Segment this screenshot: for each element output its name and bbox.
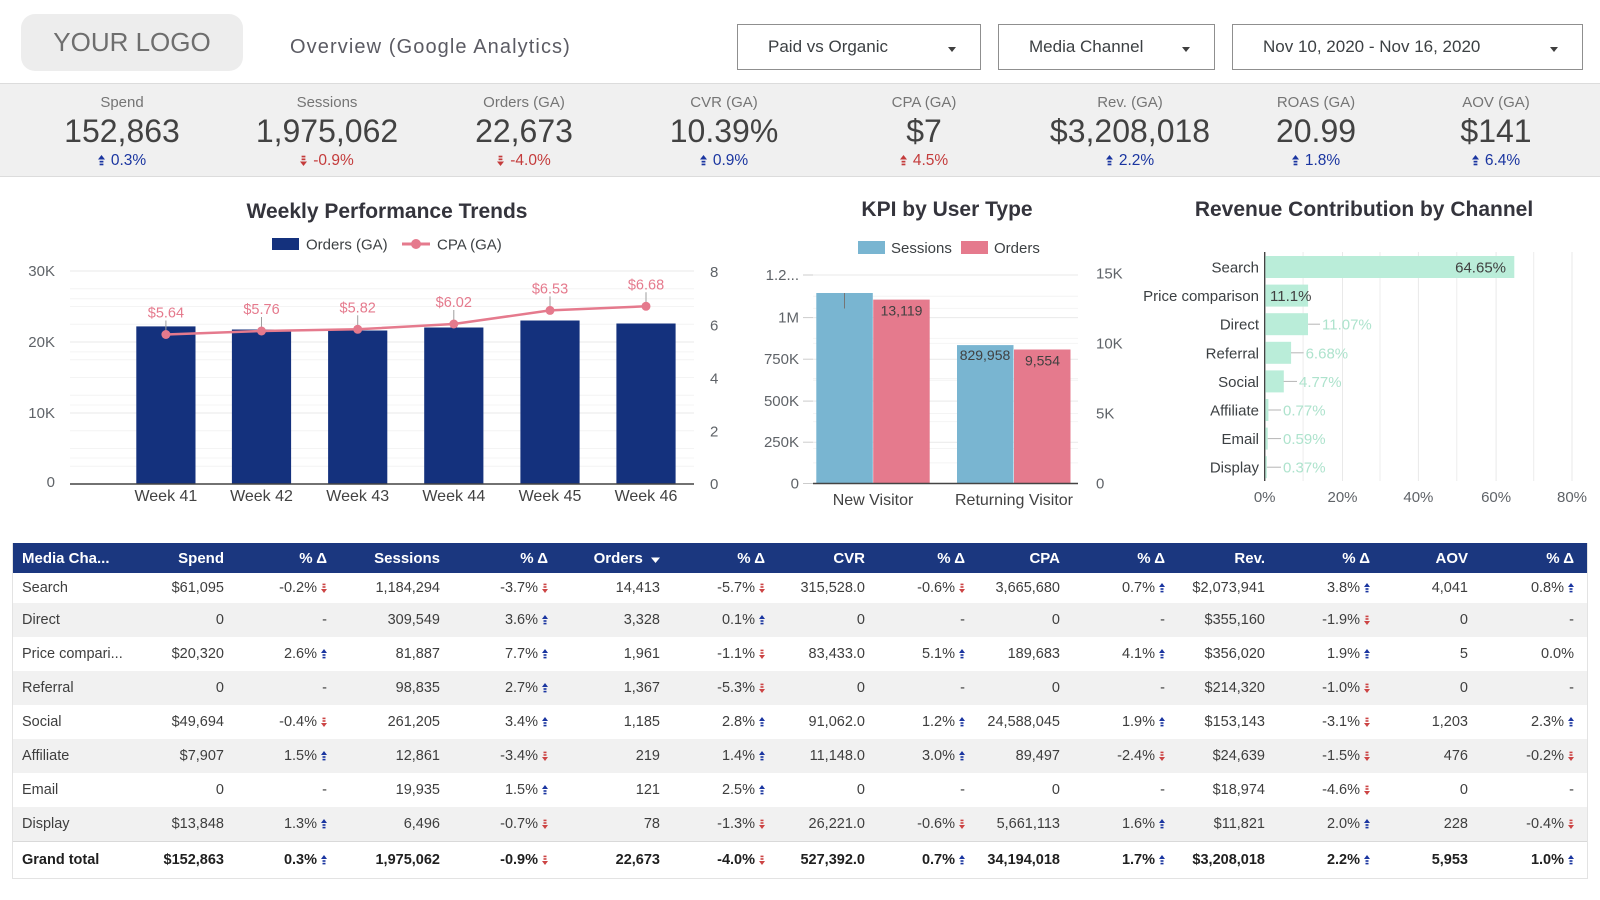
svg-text:6.68%: 6.68% — [1306, 345, 1349, 362]
svg-text:Week 42: Week 42 — [230, 488, 293, 505]
svg-text:$5.76: $5.76 — [243, 302, 279, 318]
svg-text:10K: 10K — [1096, 335, 1123, 352]
svg-text:Affiliate: Affiliate — [1210, 403, 1259, 420]
svg-text:11.1%: 11.1% — [1270, 288, 1311, 305]
svg-text:5K: 5K — [1096, 406, 1114, 423]
svg-text:Week 45: Week 45 — [519, 488, 582, 505]
svg-text:Week 44: Week 44 — [422, 488, 485, 505]
svg-text:10K: 10K — [28, 405, 55, 422]
svg-text:Week 43: Week 43 — [326, 488, 389, 505]
svg-text:15K: 15K — [1096, 265, 1123, 282]
svg-text:8: 8 — [710, 264, 718, 281]
svg-text:KPI by User Type: KPI by User Type — [861, 198, 1032, 221]
svg-text:1M: 1M — [778, 310, 799, 327]
svg-text:$6.68: $6.68 — [628, 277, 664, 293]
svg-text:CPA (GA): CPA (GA) — [437, 237, 502, 254]
svg-text:80%: 80% — [1557, 489, 1587, 506]
svg-text:500K: 500K — [764, 393, 799, 410]
svg-text:Price comparison: Price comparison — [1143, 288, 1259, 305]
svg-text:0.77%: 0.77% — [1283, 403, 1326, 420]
svg-text:$6.53: $6.53 — [532, 281, 568, 297]
svg-text:Orders: Orders — [994, 240, 1040, 257]
svg-text:0: 0 — [47, 474, 55, 491]
svg-text:Revenue Contribution by Channe: Revenue Contribution by Channel — [1195, 198, 1533, 221]
svg-text:Sessions: Sessions — [891, 240, 952, 257]
svg-text:30K: 30K — [28, 263, 55, 280]
svg-text:Weekly Performance Trends: Weekly Performance Trends — [247, 200, 528, 223]
svg-text:4: 4 — [710, 370, 718, 387]
svg-text:13,119: 13,119 — [881, 303, 923, 319]
svg-text:Search: Search — [1211, 260, 1259, 277]
svg-text:Display: Display — [1210, 460, 1260, 477]
svg-text:829,958: 829,958 — [960, 347, 1011, 363]
svg-text:0: 0 — [710, 476, 718, 493]
svg-text:Week 46: Week 46 — [615, 488, 678, 505]
svg-text:Week 41: Week 41 — [134, 488, 197, 505]
svg-text:Referral: Referral — [1206, 345, 1259, 362]
svg-text:Returning Visitor: Returning Visitor — [955, 492, 1074, 509]
svg-text:11.07%: 11.07% — [1322, 317, 1372, 334]
svg-text:20K: 20K — [28, 334, 55, 351]
svg-text:Email: Email — [1221, 431, 1259, 448]
svg-text:60%: 60% — [1481, 489, 1511, 506]
svg-text:750K: 750K — [764, 351, 799, 368]
svg-text:250K: 250K — [764, 434, 799, 451]
svg-text:9,554: 9,554 — [1025, 353, 1060, 369]
svg-text:6: 6 — [710, 317, 718, 334]
svg-text:0.37%: 0.37% — [1283, 460, 1326, 477]
svg-text:40%: 40% — [1403, 489, 1433, 506]
svg-text:Orders (GA): Orders (GA) — [306, 237, 388, 254]
svg-text:4.77%: 4.77% — [1299, 374, 1342, 391]
svg-text:$5.64: $5.64 — [148, 306, 184, 322]
svg-text:Social: Social — [1218, 374, 1259, 391]
svg-text:20%: 20% — [1327, 489, 1357, 506]
svg-text:New Visitor: New Visitor — [833, 492, 914, 509]
svg-text:0: 0 — [791, 476, 799, 493]
svg-text:0.59%: 0.59% — [1283, 431, 1326, 448]
svg-text:64.65%: 64.65% — [1455, 260, 1506, 277]
svg-text:1.2...: 1.2... — [766, 267, 799, 284]
svg-text:$5.82: $5.82 — [340, 300, 376, 316]
svg-text:0%: 0% — [1254, 489, 1276, 506]
svg-text:$6.02: $6.02 — [436, 295, 472, 311]
svg-text:0: 0 — [1096, 476, 1104, 493]
svg-text:2: 2 — [710, 424, 718, 441]
svg-text:Direct: Direct — [1220, 317, 1260, 334]
